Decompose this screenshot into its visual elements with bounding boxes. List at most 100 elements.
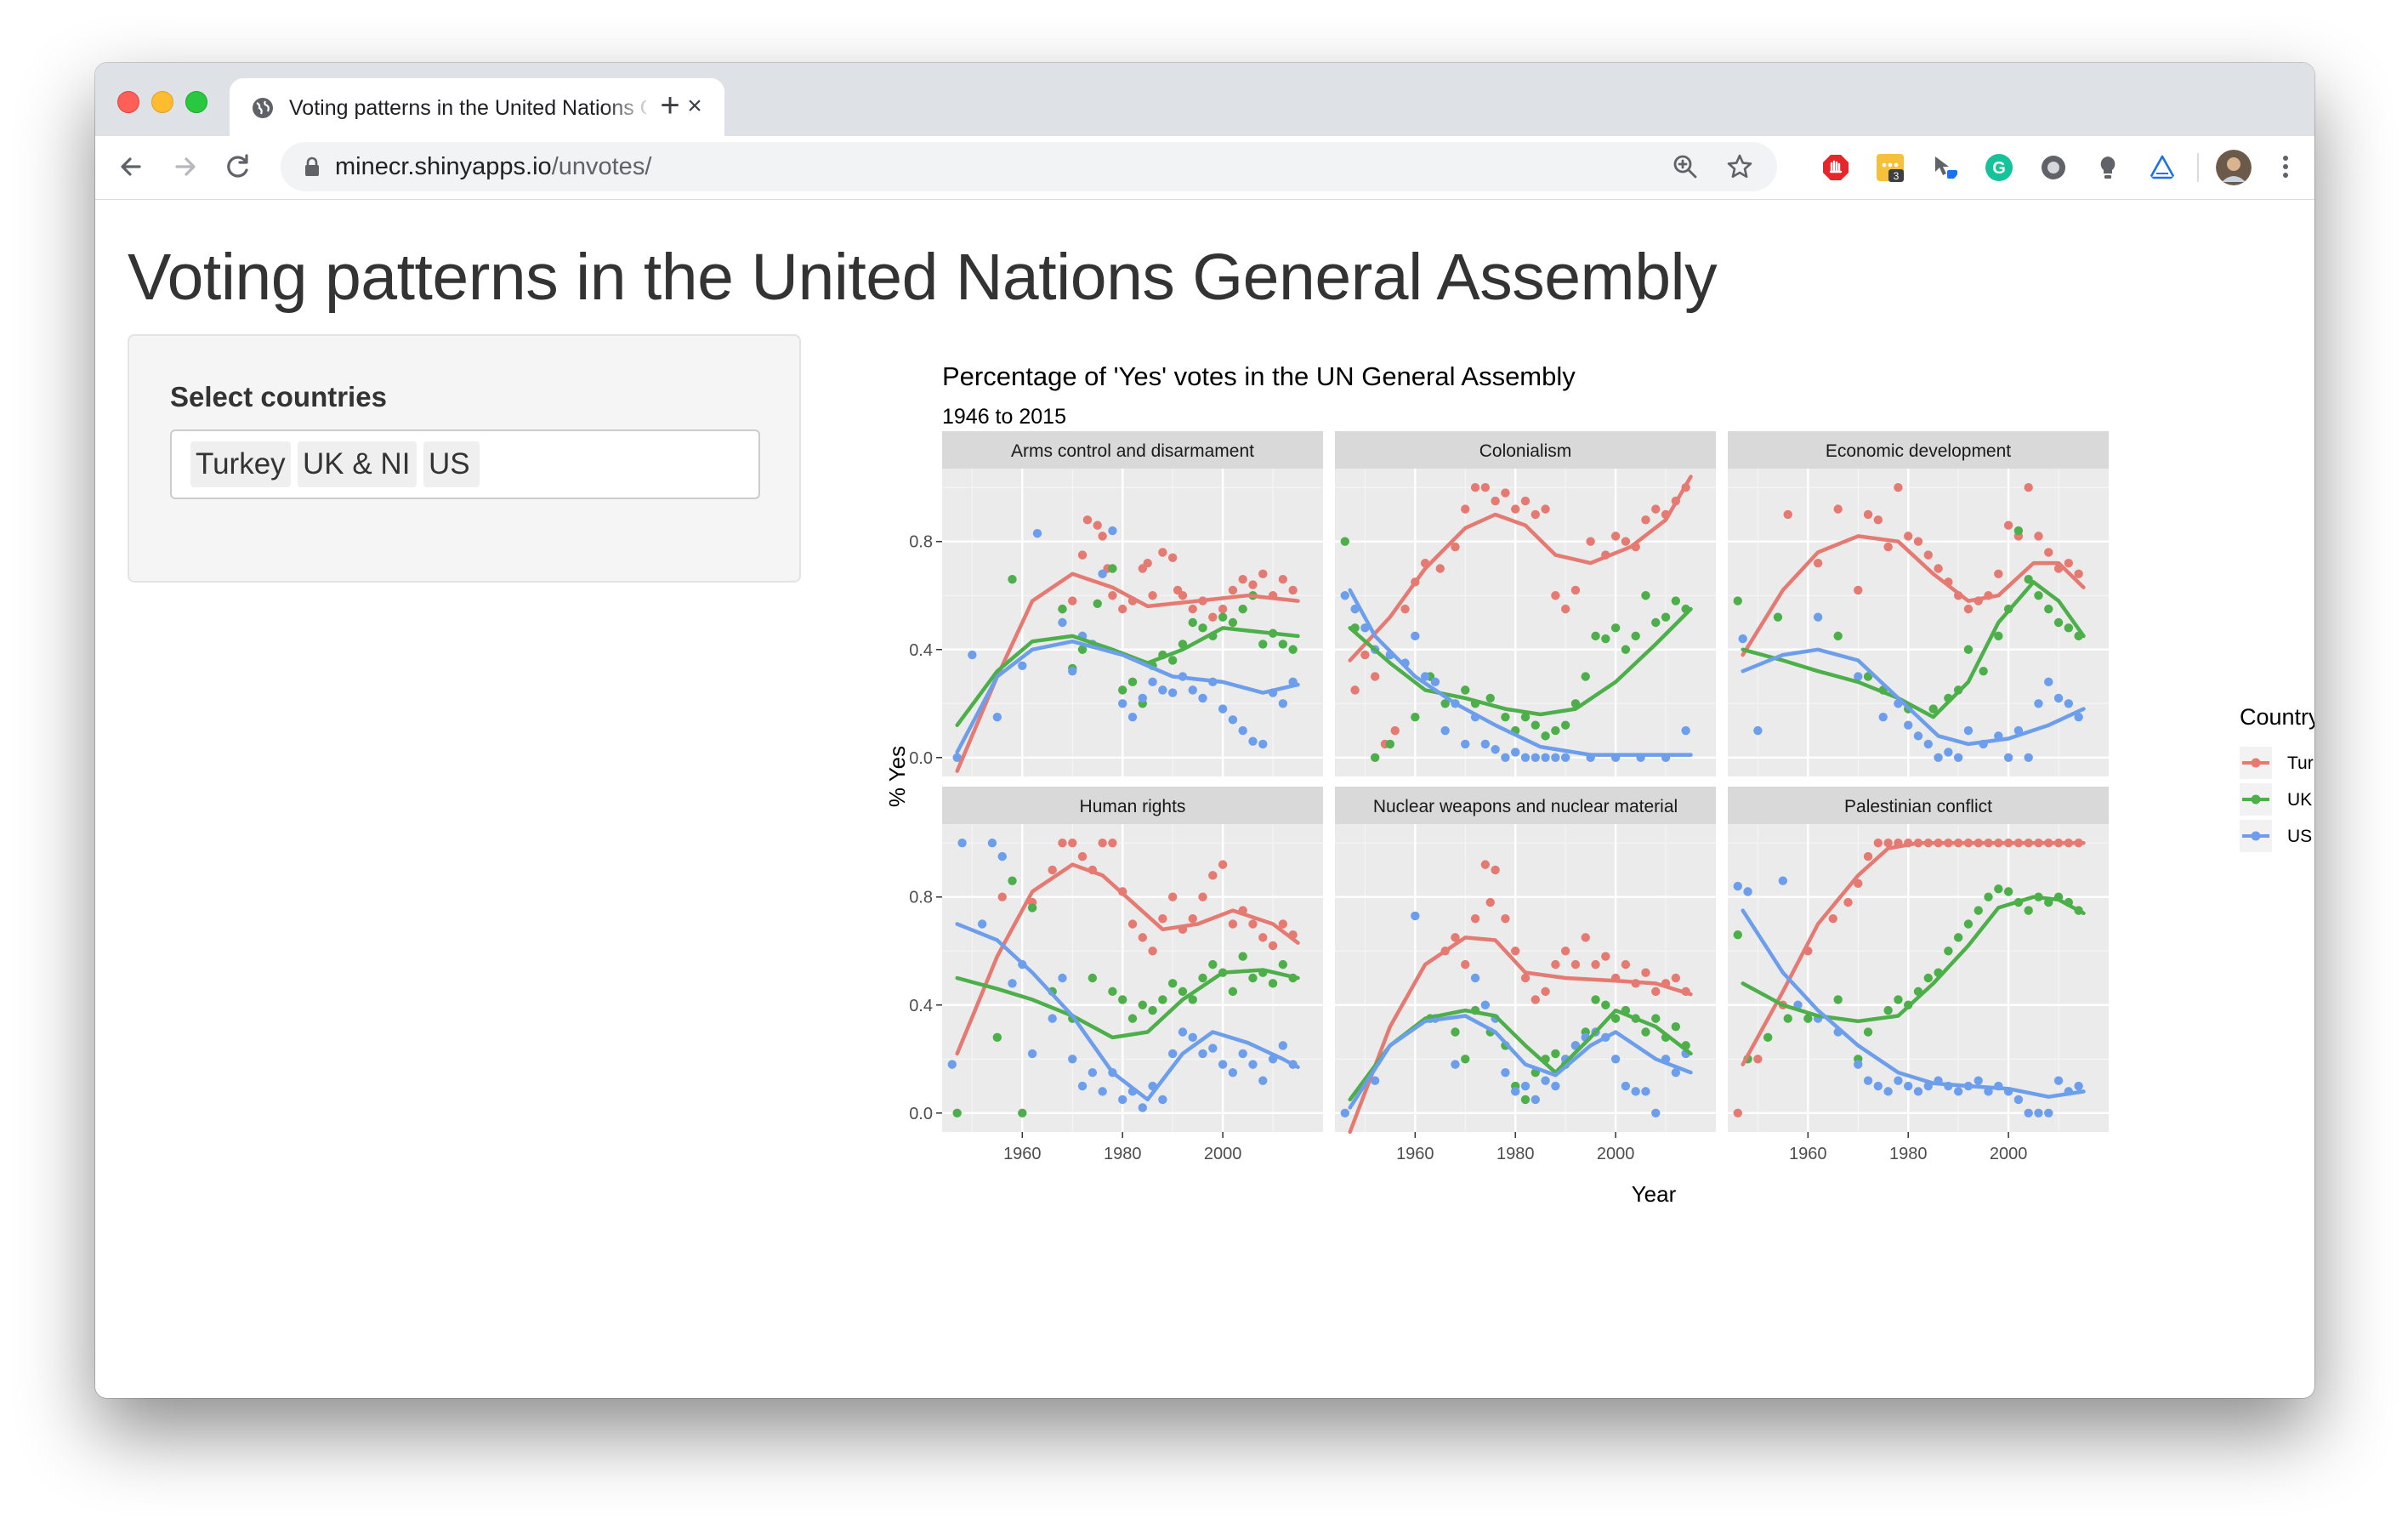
circle-icon[interactable] <box>2039 153 2068 182</box>
grammarly-icon[interactable]: G <box>1985 153 2013 182</box>
legend-key-point <box>2251 794 2261 805</box>
data-point-turkey <box>1641 968 1650 977</box>
data-point-turkey <box>1621 537 1631 546</box>
data-point-us <box>1813 612 1823 622</box>
data-point-uk-ni <box>1591 631 1600 641</box>
data-point-turkey <box>1188 604 1197 614</box>
data-point-turkey <box>1854 585 1863 595</box>
country-chip-turkey[interactable]: Turkey <box>190 441 291 487</box>
data-point-us <box>1411 631 1420 641</box>
data-point-turkey <box>1451 933 1460 942</box>
country-chip-us[interactable]: US <box>423 441 480 487</box>
data-point-us <box>1258 739 1268 749</box>
panel-background <box>942 469 1323 776</box>
data-point-uk-ni <box>2013 526 2024 536</box>
data-point-us <box>1541 1076 1550 1085</box>
x-tick-label: 1960 <box>1003 1145 1042 1163</box>
address-bar[interactable]: minecr.shinyapps.io/unvotes/ <box>281 142 1777 191</box>
data-point-uk-ni <box>1088 973 1098 983</box>
forward-arrow-icon[interactable] <box>170 151 201 182</box>
new-tab-icon[interactable]: + <box>660 87 680 124</box>
data-point-uk-ni <box>1601 1000 1610 1009</box>
data-point-us <box>1883 1087 1893 1096</box>
data-point-us <box>977 919 987 929</box>
data-point-uk-ni <box>2024 906 2033 915</box>
country-select-input[interactable]: Turkey UK & NI US <box>170 429 760 499</box>
maximize-window-button[interactable] <box>185 91 207 113</box>
data-point-turkey <box>1883 839 1893 848</box>
data-point-us <box>1248 1060 1258 1069</box>
facet-strip-label: Nuclear weapons and nuclear material <box>1373 797 1678 816</box>
back-arrow-icon[interactable] <box>116 151 146 182</box>
toolbar-divider <box>2197 153 2199 182</box>
data-point-uk-ni <box>1661 612 1671 622</box>
data-point-us <box>2053 693 2064 703</box>
data-point-turkey <box>1934 564 1943 573</box>
close-window-button[interactable] <box>117 91 139 113</box>
data-point-turkey <box>1551 591 1560 600</box>
lock-icon[interactable] <box>303 156 321 177</box>
data-point-uk-ni <box>1238 604 1247 614</box>
notes-icon[interactable]: 3 <box>1876 153 1905 182</box>
data-point-us <box>2024 1108 2033 1117</box>
bulb-icon[interactable] <box>2093 153 2122 182</box>
data-point-uk-ni <box>1883 1005 1893 1015</box>
data-point-turkey <box>1873 515 1883 525</box>
triangle-icon[interactable] <box>2148 153 2177 182</box>
trend-line-turkey <box>1741 840 2086 1066</box>
data-point-uk-ni <box>2034 591 2043 600</box>
reload-icon[interactable] <box>223 151 253 182</box>
browser-tab[interactable]: Voting patterns in the United Nations Ge… <box>230 78 724 136</box>
data-point-uk-ni <box>1440 699 1450 708</box>
data-point-turkey <box>1178 591 1188 600</box>
data-point-us <box>1480 1000 1491 1009</box>
data-point-uk-ni <box>1278 959 1288 970</box>
country-chip-uk[interactable]: UK & NI <box>298 441 417 487</box>
data-point-us <box>1491 745 1500 754</box>
close-tab-icon[interactable]: × <box>687 92 702 120</box>
data-point-us <box>1963 725 1974 736</box>
data-point-uk-ni <box>1278 640 1288 649</box>
data-point-turkey <box>1198 892 1207 901</box>
adblock-icon[interactable] <box>1821 153 1850 182</box>
data-point-us <box>1098 1087 1107 1096</box>
facet-strip-label: Colonialism <box>1479 441 1572 461</box>
data-point-turkey <box>1883 542 1893 552</box>
data-point-uk-ni <box>1944 947 1953 956</box>
url-text: minecr.shinyapps.io/unvotes/ <box>335 151 651 182</box>
data-point-uk-ni <box>1671 596 1681 606</box>
data-point-uk-ni <box>1833 631 1843 641</box>
data-point-us <box>947 1060 957 1069</box>
x-axis-title: Year <box>1632 1181 1677 1207</box>
facet-strip <box>942 787 1323 824</box>
bookmark-star-icon[interactable] <box>1726 153 1753 180</box>
y-axis-title: % Yes <box>884 746 910 807</box>
data-point-us <box>1923 739 1933 749</box>
trend-line-us <box>955 639 1300 754</box>
data-point-turkey <box>1904 532 1913 541</box>
data-point-us <box>2044 677 2053 687</box>
data-point-us <box>1873 1081 1883 1091</box>
facet-strip <box>1728 431 2109 469</box>
data-point-turkey <box>1520 496 1531 506</box>
data-point-uk-ni <box>1501 712 1510 722</box>
data-point-us <box>1560 753 1570 762</box>
data-point-uk-ni <box>1963 645 1974 654</box>
cursor-icon[interactable] <box>1930 153 1959 182</box>
data-point-us <box>1671 1067 1681 1078</box>
menu-dots-icon[interactable] <box>2270 151 2301 182</box>
data-point-uk-ni <box>1974 906 1983 915</box>
data-point-us <box>2074 1081 2083 1091</box>
data-point-uk-ni <box>1058 604 1067 614</box>
data-point-uk-ni <box>1803 1014 1813 1023</box>
data-point-us <box>1440 725 1450 736</box>
data-point-uk-ni <box>1733 930 1742 940</box>
facet-strip-label: Palestinian conflict <box>1844 797 1992 816</box>
zoom-icon[interactable] <box>1672 153 1699 180</box>
data-point-turkey <box>1994 569 2003 579</box>
minimize-window-button[interactable] <box>151 91 173 113</box>
data-point-us <box>2053 1076 2064 1085</box>
data-point-uk-ni <box>1288 645 1298 654</box>
data-point-turkey <box>1138 933 1147 942</box>
avatar[interactable] <box>2216 150 2252 185</box>
